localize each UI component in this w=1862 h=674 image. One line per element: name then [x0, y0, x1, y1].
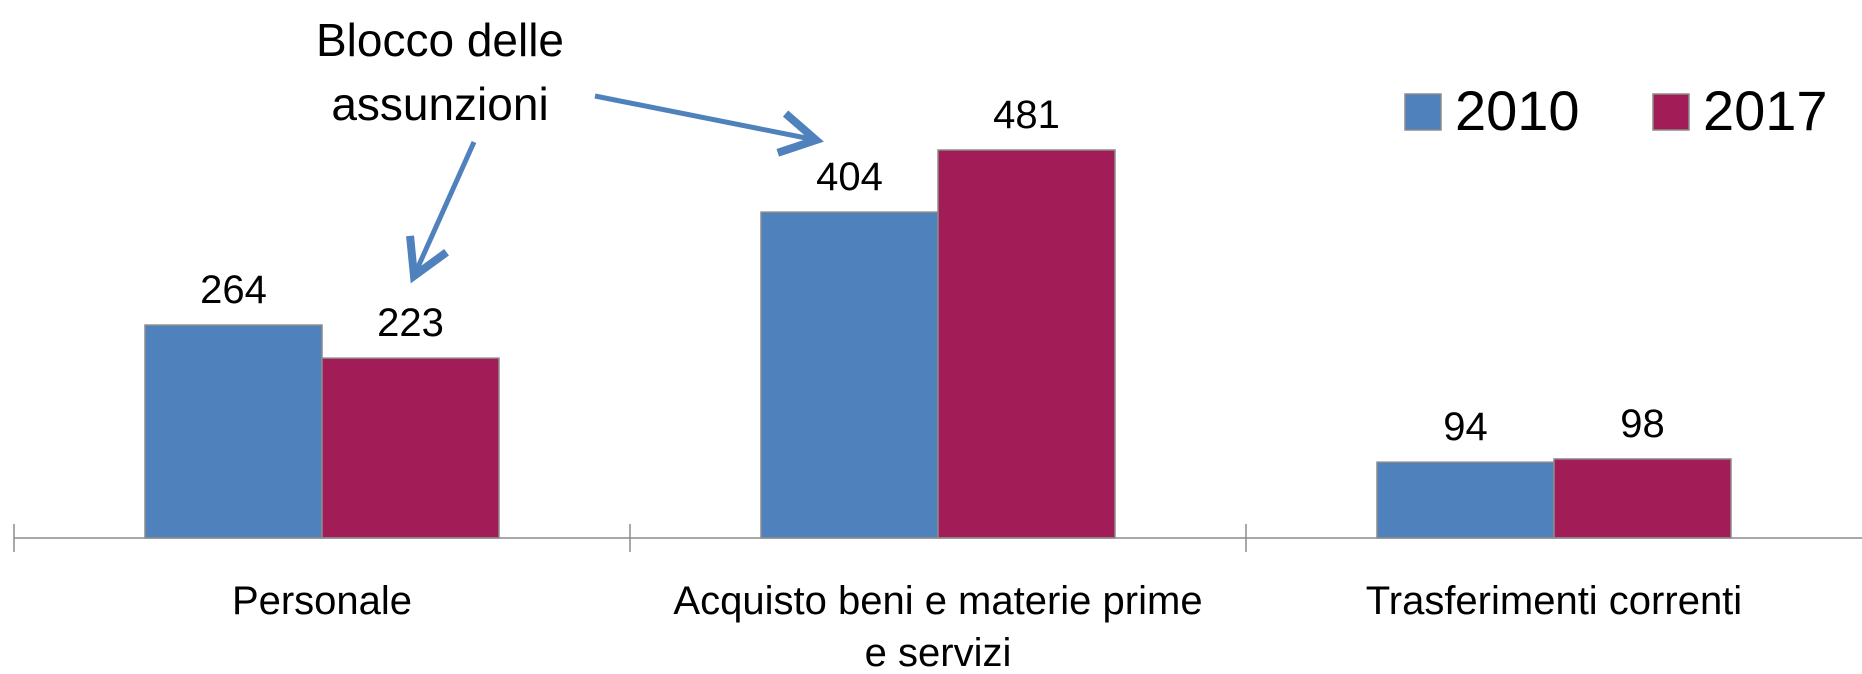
category-label-acquisto-beni-e-materie-prime-e-servizi: Acquisto beni e materie prime e servizi [673, 579, 1202, 674]
value-label-personale-2017: 223 [377, 301, 444, 345]
value-label-trasferimenti-correnti-2010: 94 [1443, 405, 1488, 449]
bar-acquisto-beni-e-materie-prime-e-servizi-2010 [760, 211, 939, 539]
legend-label-2010: 2010 [1455, 79, 1580, 142]
value-label-trasferimenti-correnti-2017: 98 [1620, 402, 1665, 446]
x-axis [13, 524, 1862, 552]
bars-group [144, 149, 1732, 539]
legend-swatch-2017 [1652, 93, 1690, 131]
legend-swatch-2010 [1404, 93, 1442, 131]
bar-trasferimenti-correnti-2010 [1376, 461, 1555, 539]
bar-acquisto-beni-e-materie-prime-e-servizi-2017 [937, 149, 1116, 539]
bar-personale-2010 [144, 324, 323, 539]
bar-personale-2017 [321, 357, 500, 539]
annotation-label: Blocco delle assunzioni [315, 14, 565, 130]
annotation-arrow-acquisto [594, 93, 824, 157]
category-label-trasferimenti-correnti: Trasferimenti correnti [1366, 579, 1742, 623]
category-labels-group: Personale Acquisto beni e materie prime e … [232, 579, 1742, 674]
category-label-personale: Personale [232, 579, 412, 623]
value-label-acquisto-beni-e-materie-prime-e-servizi-2010: 404 [816, 155, 883, 199]
legend: 2010 2017 [1404, 79, 1828, 142]
bar-trasferimenti-correnti-2017 [1553, 458, 1732, 539]
legend-label-2017: 2017 [1703, 79, 1828, 142]
value-label-acquisto-beni-e-materie-prime-e-servizi-2017: 481 [993, 93, 1060, 137]
annotation-arrow-personale [406, 140, 477, 284]
annotation-arrows [406, 93, 824, 284]
value-labels-group: 264 223 404 481 94 98 [200, 93, 1665, 449]
value-label-personale-2010: 264 [200, 268, 267, 312]
